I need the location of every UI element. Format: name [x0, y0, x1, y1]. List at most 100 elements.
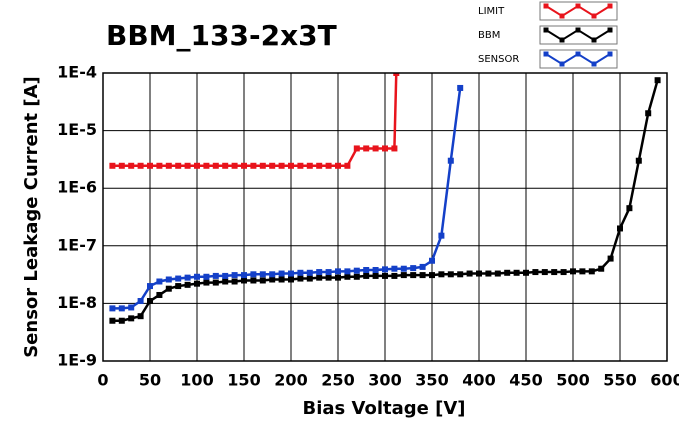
data-point: [645, 110, 652, 117]
data-point: [250, 277, 257, 284]
data-point: [438, 271, 445, 278]
data-point: [241, 277, 247, 284]
data-point: [128, 315, 135, 322]
data-point: [393, 73, 400, 76]
chart-title: BBM_133-2x3T: [106, 19, 337, 52]
data-point: [654, 77, 661, 84]
data-point: [513, 269, 520, 276]
legend-marker: [559, 13, 565, 19]
data-point: [118, 317, 125, 324]
data-point: [607, 255, 614, 262]
data-point: [541, 269, 548, 276]
y-axis-label: Sensor Leakage Current [A]: [21, 76, 42, 358]
legend-label: BBM: [478, 30, 500, 41]
y-tick-label: 1E-4: [57, 63, 97, 82]
data-point: [353, 273, 360, 280]
data-point: [165, 276, 172, 283]
data-point: [579, 268, 586, 275]
data-point: [194, 162, 200, 169]
x-tick-label: 500: [556, 371, 589, 390]
data-point: [504, 269, 511, 276]
x-tick-label: 250: [321, 371, 354, 390]
data-point: [250, 162, 257, 169]
data-point: [259, 277, 266, 284]
legend-marker: [607, 3, 613, 9]
data-point: [485, 270, 492, 277]
legend-box: [539, 1, 618, 21]
legend-marker: [559, 61, 565, 67]
data-point: [278, 276, 285, 283]
data-point: [429, 272, 435, 279]
legend-marker: [591, 13, 597, 19]
data-point: [335, 274, 341, 281]
data-point: [372, 272, 379, 279]
data-point: [617, 225, 623, 232]
data-point: [306, 275, 313, 282]
data-point: [241, 162, 247, 169]
data-point: [128, 304, 135, 311]
data-point: [128, 162, 135, 169]
legend-marker: [543, 3, 549, 9]
data-point: [184, 162, 191, 169]
data-point: [118, 305, 125, 312]
data-point: [429, 257, 435, 264]
data-point: [288, 276, 294, 283]
data-point: [551, 269, 558, 276]
data-point: [466, 270, 473, 277]
data-point: [175, 275, 182, 282]
data-point: [372, 267, 379, 274]
data-point: [194, 273, 200, 280]
data-point: [288, 162, 294, 169]
data-point: [212, 279, 219, 286]
data-point: [184, 274, 191, 281]
data-point: [147, 283, 153, 290]
data-point: [419, 272, 426, 279]
x-tick-label: 50: [139, 371, 161, 390]
x-tick-label: 0: [97, 371, 108, 390]
data-point: [382, 145, 388, 152]
data-point: [363, 272, 370, 279]
data-point: [325, 274, 332, 281]
data-point: [325, 269, 332, 276]
x-tick-label: 350: [415, 371, 448, 390]
x-tick-label: 100: [180, 371, 213, 390]
data-point: [391, 265, 398, 272]
data-point: [316, 162, 323, 169]
data-point: [476, 270, 482, 277]
data-point: [278, 270, 285, 277]
legend-marker: [575, 27, 581, 33]
data-point: [212, 272, 219, 279]
data-point: [269, 276, 276, 283]
data-point: [570, 268, 576, 275]
data-point: [523, 269, 529, 276]
data-point: [438, 232, 445, 239]
data-point: [372, 145, 379, 152]
data-point: [156, 162, 163, 169]
y-tick-label: 1E-7: [57, 235, 97, 254]
data-point: [316, 274, 323, 281]
data-point: [344, 162, 351, 169]
data-point: [231, 162, 238, 169]
series-layer: [109, 73, 661, 324]
data-point: [391, 272, 398, 279]
data-point: [278, 162, 285, 169]
x-tick-label: 550: [603, 371, 636, 390]
data-point: [419, 263, 426, 270]
legend-marker: [543, 27, 549, 33]
data-point: [532, 269, 539, 276]
data-point: [156, 278, 163, 285]
x-tick-label: 400: [462, 371, 495, 390]
legend-box: [539, 49, 618, 69]
y-tick-label: 1E-8: [57, 293, 97, 312]
data-point: [316, 269, 323, 276]
data-point: [175, 162, 182, 169]
legend-marker: [543, 51, 549, 57]
data-point: [147, 298, 153, 305]
data-point: [382, 272, 388, 279]
data-point: [259, 271, 266, 278]
data-point: [147, 162, 153, 169]
x-tick-label: 300: [368, 371, 401, 390]
data-point: [269, 162, 276, 169]
x-tick-label: 600: [650, 371, 679, 390]
